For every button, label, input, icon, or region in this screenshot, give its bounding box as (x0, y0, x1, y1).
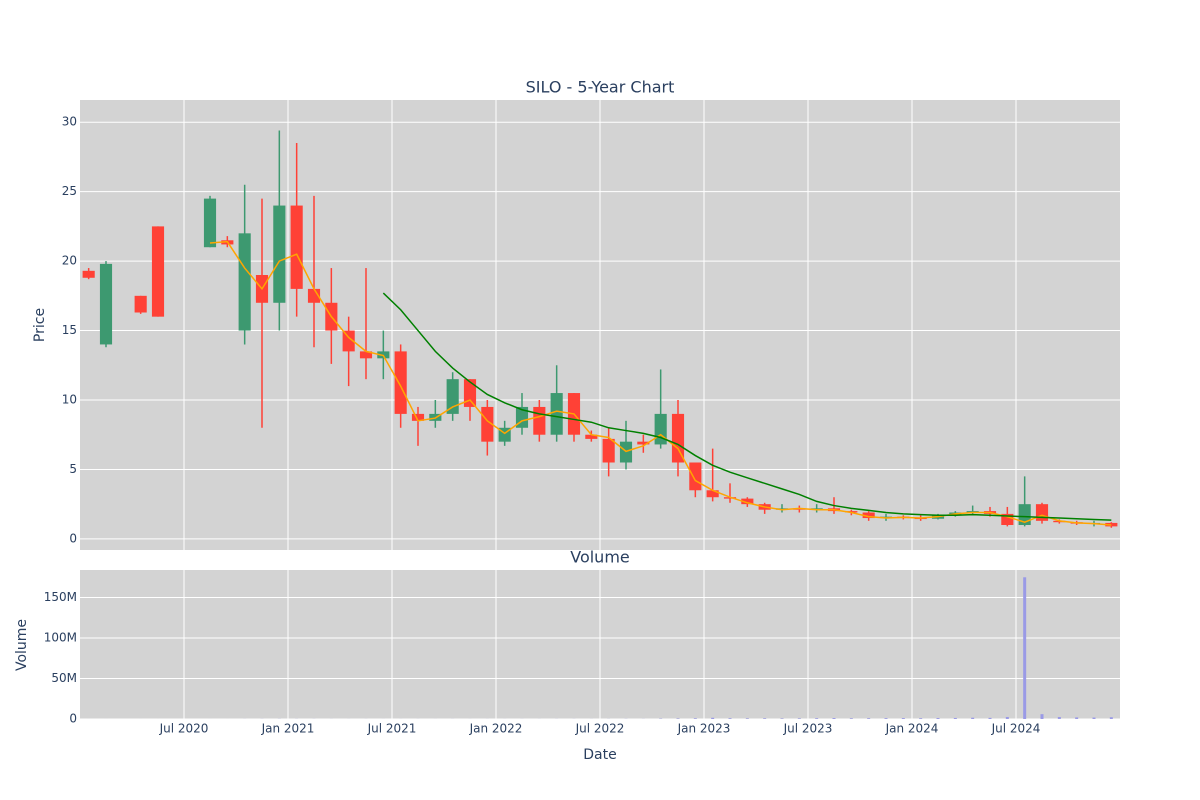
volume-bar (763, 718, 767, 719)
candle-body (602, 438, 615, 463)
candle-body (741, 498, 754, 505)
volume-bar (1005, 716, 1009, 719)
x-tick-label: Jul 2023 (783, 722, 833, 736)
volume-bar (711, 717, 715, 719)
volume-bar (849, 718, 853, 719)
volume-bar (953, 717, 957, 719)
y-axis-label: Price (32, 308, 48, 342)
x-tick-label: Jan 2021 (261, 722, 315, 736)
volume-bar (693, 718, 697, 719)
x-tick-label: Jan 2024 (885, 722, 939, 736)
y-tick-label: 30 (62, 115, 77, 129)
volume-bar (884, 718, 888, 719)
y-tick-label: 5 (69, 462, 77, 476)
candle-body (862, 512, 875, 519)
y-tick-label: 15 (62, 323, 77, 337)
volume-bar (1075, 717, 1079, 719)
candle-body (82, 270, 95, 278)
candle-body (671, 413, 685, 463)
candle-body (151, 226, 165, 317)
candle-body (1035, 504, 1049, 521)
y-axis-label: Volume (14, 619, 30, 671)
volume-bar (832, 718, 836, 719)
volume-bar (1057, 716, 1061, 719)
volume-bar (797, 718, 801, 719)
candle-body (481, 406, 494, 442)
candle-body (238, 233, 251, 331)
volume-bar (988, 717, 992, 719)
candle-body (134, 295, 147, 313)
candle-body (689, 462, 702, 491)
candle-body (533, 406, 546, 435)
candle-body (706, 490, 719, 498)
y-tick-label: 100M (44, 631, 77, 645)
candle-body (1018, 504, 1031, 525)
x-tick-label: Jul 2024 (991, 722, 1041, 736)
moving-average-line (382, 292, 1112, 521)
y-tick-label: 20 (62, 254, 77, 268)
candle-body (273, 205, 286, 303)
volume-bar (1092, 717, 1096, 719)
candle-body (463, 379, 477, 407)
candle-body (99, 263, 113, 345)
x-tick-label: Jul 2020 (159, 722, 209, 736)
candle-body (411, 413, 425, 421)
y-tick-label: 150M (44, 590, 77, 604)
candle-body (359, 351, 373, 359)
y-tick-label: 25 (62, 184, 77, 198)
volume-bar (1109, 717, 1113, 719)
volume-bar (728, 718, 732, 719)
x-tick-label: Jul 2022 (575, 722, 625, 736)
moving-average-line (209, 240, 1112, 526)
x-tick-label: Jan 2022 (469, 722, 523, 736)
x-axis-label: Date (583, 747, 616, 763)
volume-bar (971, 717, 975, 719)
x-tick-label: Jan 2023 (677, 722, 731, 736)
candle-body (394, 351, 407, 414)
volume-bar (815, 718, 819, 719)
candle-body (203, 198, 217, 248)
volume-bar (901, 718, 905, 719)
y-tick-label: 0 (69, 531, 77, 545)
chart-title: SILO - 5-Year Chart (526, 78, 675, 97)
volume-bar (1040, 714, 1044, 719)
volume-bar (867, 718, 871, 719)
volume-bar (1023, 577, 1027, 719)
candle-body (550, 393, 563, 435)
y-tick-label: 50M (51, 671, 77, 685)
candle-body (585, 434, 598, 439)
volume-bar (745, 718, 749, 719)
candle-body (446, 379, 459, 414)
volume-bar (936, 718, 940, 719)
subplot-title: Volume (570, 548, 630, 567)
y-tick-label: 0 (69, 712, 77, 726)
candle-body (290, 205, 303, 289)
volume-bar (919, 718, 923, 719)
candle-body (1001, 513, 1014, 525)
candle-body (637, 441, 650, 445)
y-tick-label: 10 (62, 393, 77, 407)
x-tick-label: Jul 2021 (367, 722, 417, 736)
candle-body (342, 330, 355, 352)
